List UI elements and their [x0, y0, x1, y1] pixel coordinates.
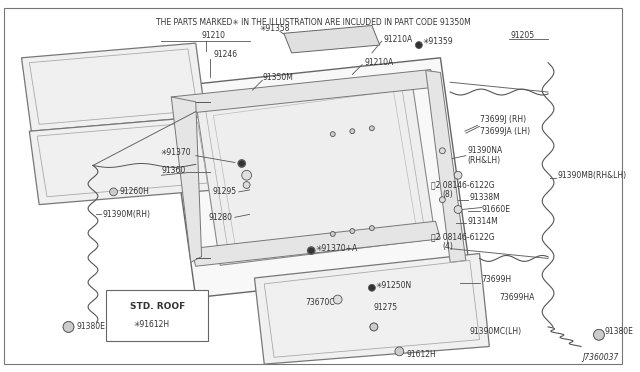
Polygon shape [196, 76, 436, 265]
Circle shape [350, 129, 355, 134]
Polygon shape [172, 97, 202, 262]
Circle shape [330, 231, 335, 236]
Text: THE PARTS MARKED✳ IN THE ILLUSTRATION ARE INCLUDED IN PART CODE 91350M: THE PARTS MARKED✳ IN THE ILLUSTRATION AR… [156, 17, 470, 27]
Text: 91360: 91360 [161, 166, 186, 175]
Text: 91210: 91210 [202, 31, 225, 40]
Circle shape [593, 329, 604, 340]
Text: 91210A: 91210A [383, 35, 413, 44]
Text: 91380E: 91380E [76, 323, 105, 331]
Circle shape [350, 228, 355, 234]
Circle shape [369, 226, 374, 231]
Text: STD. ROOF: STD. ROOF [130, 302, 185, 311]
Text: 91390MB(RH&LH): 91390MB(RH&LH) [558, 171, 627, 180]
Circle shape [63, 321, 74, 332]
Text: ✳91370+A: ✳91370+A [315, 244, 357, 253]
Text: 73699H: 73699H [481, 275, 511, 285]
Polygon shape [166, 58, 470, 298]
Text: 91280: 91280 [209, 213, 233, 222]
Circle shape [242, 170, 252, 180]
Text: ✳91359: ✳91359 [423, 37, 453, 46]
Circle shape [369, 126, 374, 131]
Text: 91612H: 91612H [406, 350, 436, 359]
Text: 73699J (RH): 73699J (RH) [479, 115, 525, 124]
Text: 91380E: 91380E [605, 327, 634, 336]
Text: ✳91358: ✳91358 [259, 24, 290, 33]
Text: (8): (8) [442, 190, 453, 199]
Text: 91338M: 91338M [470, 193, 500, 202]
Polygon shape [284, 26, 380, 53]
Text: ⑂2 08146-6122G: ⑂2 08146-6122G [431, 180, 494, 189]
Circle shape [454, 206, 462, 214]
Polygon shape [29, 116, 215, 205]
Circle shape [63, 321, 74, 332]
Circle shape [109, 188, 118, 196]
Circle shape [369, 284, 375, 291]
Circle shape [440, 197, 445, 203]
Circle shape [117, 320, 128, 330]
Text: 91390M(RH): 91390M(RH) [103, 210, 151, 219]
Circle shape [415, 42, 422, 48]
Text: 91246: 91246 [213, 50, 237, 60]
Text: ✳91250N: ✳91250N [376, 281, 412, 290]
Text: 91260H: 91260H [120, 187, 149, 196]
Text: 91210A: 91210A [364, 58, 394, 67]
Circle shape [333, 295, 342, 304]
Circle shape [238, 160, 246, 167]
Circle shape [395, 347, 404, 356]
Text: 73699HA: 73699HA [499, 293, 534, 302]
Text: J7360037: J7360037 [582, 353, 618, 362]
Circle shape [440, 148, 445, 154]
Circle shape [330, 132, 335, 137]
Text: 91205: 91205 [511, 31, 535, 40]
Circle shape [593, 329, 604, 340]
Circle shape [454, 171, 462, 179]
Text: (4): (4) [442, 242, 453, 251]
Text: 91390MC(LH): 91390MC(LH) [470, 327, 522, 336]
Circle shape [370, 323, 378, 331]
Polygon shape [255, 254, 490, 364]
Text: 91275: 91275 [374, 303, 398, 312]
Text: 91350M: 91350M [262, 73, 293, 82]
Polygon shape [426, 71, 466, 262]
Circle shape [243, 182, 250, 189]
Circle shape [308, 247, 315, 254]
Text: 73699JA (LH): 73699JA (LH) [479, 127, 530, 136]
Text: 91314M: 91314M [468, 217, 499, 226]
Circle shape [238, 160, 245, 167]
Text: ✳91612H: ✳91612H [133, 320, 169, 330]
Polygon shape [191, 221, 440, 266]
Text: ✳91370: ✳91370 [160, 148, 191, 157]
Polygon shape [172, 70, 436, 115]
Text: 91295: 91295 [212, 187, 237, 196]
Circle shape [307, 247, 315, 254]
Text: 91660E: 91660E [481, 205, 511, 214]
Text: ⑂2 08146-6122G: ⑂2 08146-6122G [431, 232, 494, 241]
Circle shape [370, 323, 378, 331]
Text: 91390NA: 91390NA [468, 146, 503, 155]
Polygon shape [22, 43, 205, 131]
Bar [106, 290, 209, 341]
Text: (RH&LH): (RH&LH) [468, 156, 501, 165]
Text: 73670C: 73670C [305, 298, 335, 307]
